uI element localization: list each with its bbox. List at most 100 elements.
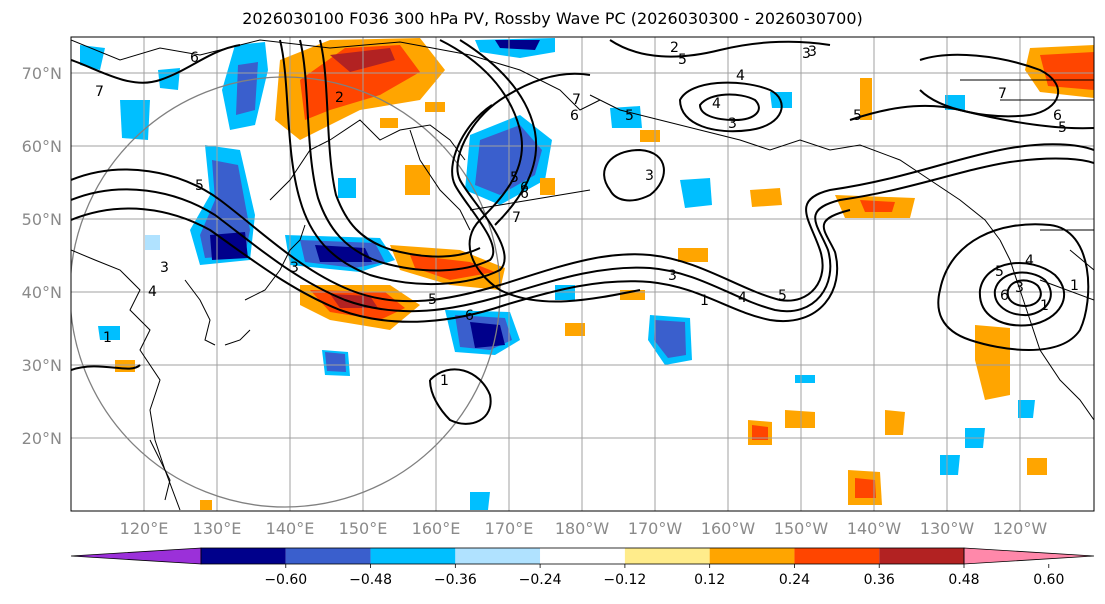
lon-label: 140°E (266, 519, 315, 538)
pos-area (115, 360, 135, 372)
contour-label: 3 (160, 260, 169, 276)
lon-label: 170°E (485, 519, 534, 538)
coastlines (71, 39, 1094, 511)
contour-label: 5 (995, 264, 1004, 280)
contour-line (978, 262, 1066, 327)
neg-area (1018, 400, 1035, 418)
lon-label: 140°W (847, 519, 902, 538)
contour-label: 4 (736, 68, 745, 84)
colorbar-segment (285, 548, 371, 564)
pv-contours (71, 39, 1094, 425)
contour-line (279, 39, 591, 286)
colorbar: −0.60 −0.48 −0.36 −0.24 −0.12 0.12 0.24 0.36 0.4… (70, 547, 1095, 588)
contour-label: 1 (700, 293, 709, 309)
contour-line (937, 223, 1090, 351)
map-title: 2026030100 F036 300 hPa PV, Rossby Wave … (242, 9, 863, 28)
latitude-labels: 70°N 60°N 50°N 40°N 30°N 20°N (22, 64, 62, 448)
contour-labels: 7 6 5 4 3 3 5 6 7 6 5 1 2 3 4 5 6 7 2 3 … (95, 40, 1079, 389)
coast-philippines (149, 439, 171, 501)
colorbar-label: −0.60 (264, 572, 307, 588)
contour-label: 3 (728, 116, 737, 132)
contour-label: 6 (190, 50, 199, 66)
lon-label: 180°W (555, 519, 610, 538)
lon-label: 130°W (920, 519, 975, 538)
contour-label: 5 (428, 292, 437, 308)
contour-label: 4 (1025, 253, 1034, 269)
pos-area (885, 410, 905, 435)
colorbar-label: 0.48 (948, 572, 979, 588)
colorbar-label: −0.48 (349, 572, 392, 588)
contour-line (439, 39, 641, 303)
pos-area (1027, 458, 1047, 475)
contour-label: 7 (512, 210, 521, 226)
pos-area (1040, 52, 1094, 90)
lat-label: 60°N (22, 137, 62, 156)
pos-area (750, 188, 782, 207)
neg-area (654, 320, 686, 358)
contour-line (71, 207, 851, 323)
contour-line (459, 39, 538, 226)
pos-area (540, 178, 555, 195)
coast-japan (224, 224, 306, 346)
contour-label: 5 (625, 108, 634, 124)
coast-canada-lines (960, 79, 1094, 301)
pos-area (855, 478, 876, 498)
contour-label: 2 (335, 90, 344, 106)
contour-line (71, 143, 1094, 303)
contour-label: 5 (195, 178, 204, 194)
longitude-labels: 120°E 130°E 140°E 150°E 160°E 170°E 180°… (120, 519, 1048, 538)
lon-label: 150°E (339, 519, 388, 538)
lat-label: 70°N (22, 64, 62, 83)
neg-area (145, 235, 160, 250)
pos-area (425, 102, 445, 112)
contour-line (299, 39, 495, 272)
neg-area (236, 62, 258, 115)
neg-area (210, 232, 248, 260)
neg-area (680, 178, 712, 208)
coast-siberia (71, 39, 601, 111)
contour-line (319, 39, 481, 258)
contour-label: 5 (1058, 120, 1067, 136)
colorbar-label: 0.12 (694, 572, 725, 588)
contour-label: 1 (440, 373, 449, 389)
pos-area (752, 425, 768, 440)
coast-aleutians (469, 189, 591, 211)
pos-area (330, 294, 378, 308)
colorbar-label: −0.24 (519, 572, 562, 588)
colorbar-segment (455, 548, 541, 564)
colorbar-label: 0.36 (864, 572, 895, 588)
contour-label: 7 (95, 84, 104, 100)
colorbar-segment (709, 548, 795, 564)
pos-area (860, 200, 895, 212)
pos-area (200, 500, 212, 510)
lon-label: 150°W (774, 519, 829, 538)
colorbar-segment (879, 548, 964, 564)
colorbar-segment (540, 548, 625, 564)
neg-area (610, 106, 642, 128)
map-panel: 7 6 5 4 3 3 5 6 7 6 5 1 2 3 4 5 6 7 2 3 … (71, 37, 1094, 511)
contour-label: 2 (670, 40, 679, 56)
lat-label: 50°N (22, 210, 62, 229)
lat-label: 30°N (22, 356, 62, 375)
neg-area (325, 352, 346, 372)
neg-area (470, 492, 490, 510)
contour-label: 3 (645, 168, 654, 184)
contour-label: 1 (1040, 298, 1049, 314)
contour-label: 3 (1015, 280, 1024, 296)
colorbar-segment (201, 548, 286, 564)
neg-area (98, 326, 120, 340)
contour-label: 6 (520, 180, 529, 196)
contour-line (71, 44, 241, 84)
contour-label: 5 (510, 170, 519, 186)
contour-label: 6 (570, 108, 579, 124)
pos-area (785, 410, 815, 428)
pos-area (405, 165, 430, 195)
contour-line (678, 81, 783, 133)
pos-area (300, 45, 420, 120)
contour-label: 7 (998, 86, 1007, 102)
colorbar-label: 0.24 (779, 572, 810, 588)
neg-area (495, 40, 540, 50)
contour-label: 6 (520, 186, 529, 202)
lat-label: 40°N (22, 283, 62, 302)
map-frame (70, 36, 1095, 512)
